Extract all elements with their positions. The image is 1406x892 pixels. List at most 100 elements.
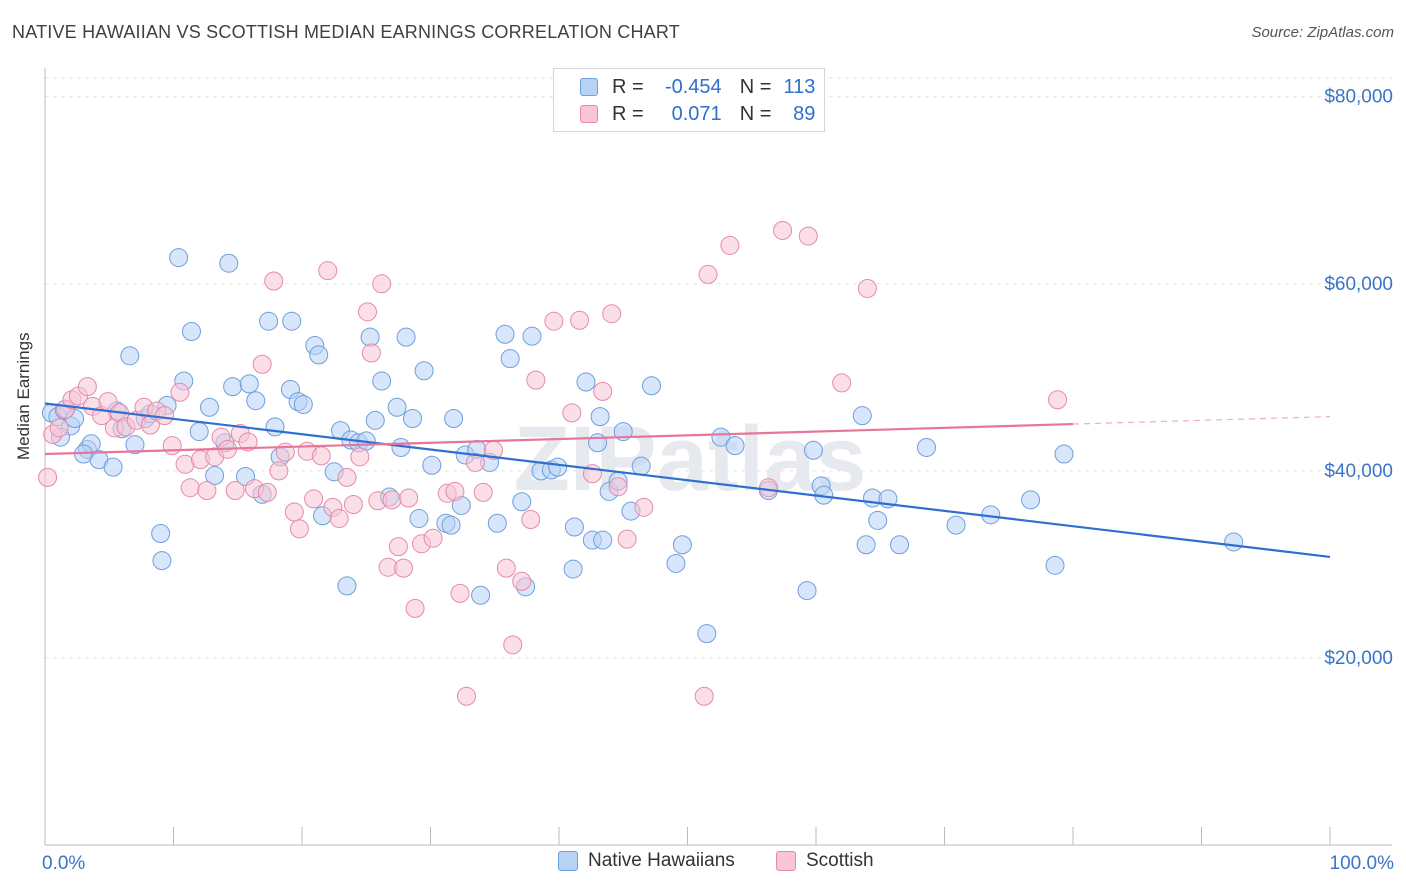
data-point bbox=[361, 343, 381, 363]
data-point bbox=[698, 264, 718, 284]
data-point bbox=[284, 502, 304, 522]
data-point bbox=[512, 492, 532, 512]
n-label: N = bbox=[739, 75, 772, 98]
data-point bbox=[563, 559, 583, 579]
legend-swatch-pink bbox=[776, 851, 796, 871]
data-point bbox=[642, 376, 662, 396]
data-point bbox=[473, 482, 493, 502]
data-point bbox=[521, 509, 541, 529]
data-point bbox=[152, 551, 172, 571]
data-point bbox=[666, 553, 686, 573]
trend-line-extension bbox=[1072, 416, 1331, 425]
data-point bbox=[387, 397, 407, 417]
data-point bbox=[503, 635, 523, 655]
data-point bbox=[372, 371, 392, 391]
data-point bbox=[500, 349, 520, 369]
tick-labels: $20,000 $40,000 $60,000 $80,000 0.0% 100.0% bbox=[42, 87, 1394, 874]
data-point bbox=[526, 370, 546, 390]
data-point bbox=[372, 274, 392, 294]
data-point bbox=[365, 410, 385, 430]
data-point bbox=[465, 452, 485, 472]
data-point bbox=[602, 304, 622, 324]
data-point bbox=[857, 278, 877, 298]
data-point bbox=[350, 447, 370, 467]
x-tick-label: 0.0% bbox=[42, 853, 85, 874]
trend-line bbox=[44, 402, 1331, 558]
data-point bbox=[219, 253, 239, 273]
gridlines bbox=[45, 77, 1392, 659]
data-point bbox=[360, 327, 380, 347]
data-point bbox=[725, 436, 745, 456]
data-point bbox=[946, 515, 966, 535]
data-point bbox=[456, 686, 476, 706]
legend-swatch-pink bbox=[580, 105, 598, 123]
data-point bbox=[697, 624, 717, 644]
data-point bbox=[318, 261, 338, 281]
legend-label: Scottish bbox=[806, 850, 874, 871]
data-point bbox=[852, 406, 872, 426]
x-tick-label: 100.0% bbox=[1330, 853, 1395, 874]
data-point bbox=[422, 455, 442, 475]
series-scottish bbox=[38, 220, 1068, 706]
y-tick-label: $40,000 bbox=[1324, 461, 1393, 482]
data-point bbox=[197, 480, 217, 500]
data-point bbox=[264, 271, 284, 291]
data-point bbox=[548, 457, 568, 477]
data-point bbox=[170, 382, 190, 402]
data-point bbox=[634, 497, 654, 517]
data-point bbox=[608, 477, 628, 497]
data-point bbox=[169, 248, 189, 268]
watermark: ZIPatlas bbox=[514, 408, 867, 510]
data-point bbox=[570, 310, 590, 330]
data-point bbox=[495, 324, 515, 344]
data-point bbox=[38, 467, 58, 487]
data-point bbox=[544, 311, 564, 331]
data-point bbox=[562, 403, 582, 423]
r-label: R = bbox=[612, 75, 644, 98]
legend-row-scottish: R = 0.071 N = 89 bbox=[554, 101, 815, 127]
r-label: R = bbox=[612, 102, 644, 125]
data-point bbox=[223, 377, 243, 397]
data-point bbox=[773, 220, 793, 240]
data-point bbox=[396, 327, 416, 347]
data-point bbox=[1224, 532, 1244, 552]
data-point bbox=[309, 345, 329, 365]
data-point bbox=[180, 478, 200, 498]
data-point bbox=[588, 433, 608, 453]
data-point bbox=[162, 436, 182, 456]
data-point bbox=[798, 226, 818, 246]
data-point bbox=[593, 530, 613, 550]
chart-title: NATIVE HAWAIIAN VS SCOTTISH MEDIAN EARNI… bbox=[12, 22, 680, 42]
data-point bbox=[403, 408, 423, 428]
data-point bbox=[711, 427, 731, 447]
data-point bbox=[257, 482, 277, 502]
data-point bbox=[672, 535, 692, 555]
data-point bbox=[1048, 390, 1068, 410]
data-point bbox=[522, 326, 542, 346]
data-point bbox=[617, 529, 637, 549]
data-point bbox=[282, 311, 302, 331]
data-point bbox=[832, 373, 852, 393]
data-point bbox=[293, 394, 313, 414]
trend-line bbox=[44, 422, 1074, 456]
data-point bbox=[358, 302, 378, 322]
legend-row-native-hawaiians: R = -0.454 N = 113 bbox=[554, 74, 815, 100]
data-point bbox=[343, 495, 363, 515]
data-point bbox=[151, 524, 171, 544]
data-point bbox=[631, 456, 651, 476]
n-label: N = bbox=[739, 102, 772, 125]
legend-swatch-blue bbox=[558, 851, 578, 871]
y-tick-label: $20,000 bbox=[1324, 648, 1393, 669]
data-point bbox=[720, 235, 740, 255]
legend-swatch-blue bbox=[580, 78, 598, 96]
data-point bbox=[311, 446, 331, 466]
data-point bbox=[564, 517, 584, 537]
data-point bbox=[917, 437, 937, 457]
data-point bbox=[487, 513, 507, 533]
data-point bbox=[423, 528, 443, 548]
trend-lines bbox=[44, 402, 1331, 558]
data-point bbox=[758, 478, 778, 498]
data-point bbox=[337, 576, 357, 596]
data-point bbox=[239, 374, 259, 394]
